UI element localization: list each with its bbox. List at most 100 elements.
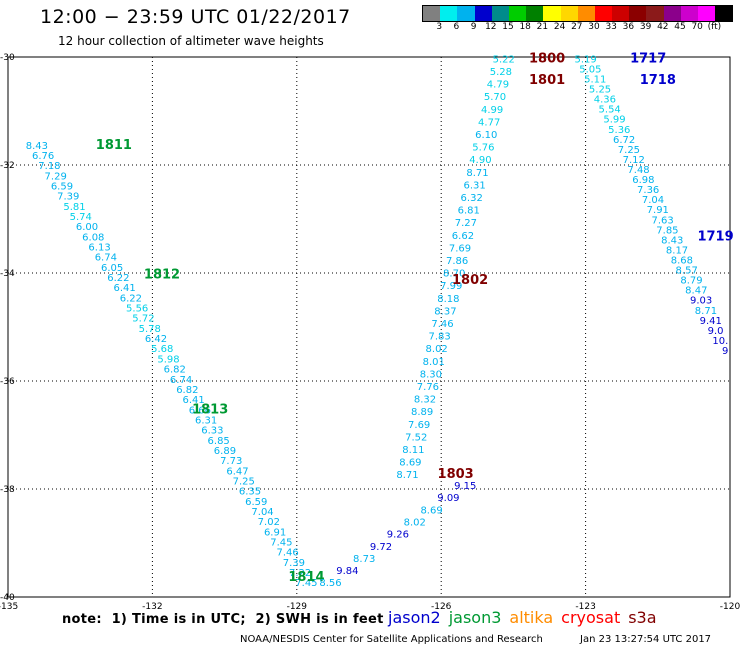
colorbar-swatch [663,6,681,21]
colorbar-label: 33 [605,22,617,32]
wave-height-value: 6.66 [189,405,211,416]
pass-time-label: 1717 [630,51,666,66]
pass-time-label: 1719 [697,230,733,245]
wave-height-value: 6.33 [201,426,223,437]
wave-height-value: 6.76 [32,151,54,162]
wave-height-value: 7.48 [627,165,649,176]
colorbar-label: 27 [571,22,583,32]
wave-height-value: 6.00 [76,222,98,233]
wave-height-value: 7.73 [220,456,242,467]
latitude-tick-label: -30 [0,53,15,63]
longitude-tick-label: -126 [431,602,452,612]
wave-height-value: 7.91 [647,205,669,216]
colorbar-label: 6 [453,22,460,32]
wave-height-value: 6.05 [101,263,123,274]
wave-height-value: 6.91 [264,527,286,538]
longitude-tick-label: -132 [142,602,162,612]
pass-time-label: 1812 [144,267,180,282]
pass-time-label: 1802 [452,273,488,288]
wave-height-value: 6.42 [145,334,167,345]
latitude-tick-label: -34 [0,269,15,279]
colorbar-label: 3 [436,22,443,32]
wave-height-value: 7.25 [618,145,640,156]
wave-height-value: 5.11 [584,75,606,86]
wave-height-value: 9.41 [700,316,722,327]
map-subtitle: 12 hour collection of altimeter wave hei… [58,34,324,48]
legend-entry-cryosat: cryosat [561,608,621,627]
wave-height-value: 7.46 [276,548,298,559]
wave-height-value: 7.04 [251,507,273,518]
colorbar-label: 21 [536,22,549,32]
wave-height-value: 8.37 [434,306,456,317]
pass-time-label: 1803 [438,467,474,482]
wave-height-value: 6.72 [613,135,635,146]
wave-height-value: 8.02 [404,517,426,528]
wave-height-value: 8.79 [680,276,702,287]
wave-height-value: 6.22 [107,273,129,284]
colorbar-label: 9 [470,22,477,32]
wave-height-value: 8.56 [319,578,341,589]
wave-height-value: 6.74 [95,253,117,264]
wave-height-value: 5.99 [603,115,625,126]
colorbar-swatch [715,6,733,21]
wave-height-value: 7.83 [428,332,450,343]
colorbar-swatch [629,6,647,21]
wave-height-value: 8.11 [402,445,424,456]
wave-height-value: 8.02 [426,344,448,355]
wave-height-value: 7.29 [45,171,67,182]
track-jason2: 5.195.055.115.254.365.545.995.366.727.25… [574,51,733,357]
wave-height-value: 8.43 [26,141,48,152]
wave-height-value: 6.98 [632,175,654,186]
wave-height-value: 6.85 [208,436,230,447]
wave-height-value: 6.89 [214,446,236,457]
wave-height-value: 7.69 [449,243,471,254]
generated-timestamp: Jan 23 13:27:54 UTC 2017 [580,634,712,645]
wave-height-value: 7.39 [57,192,79,203]
wave-height-value: 6.62 [452,231,474,242]
colorbar-swatch [526,6,544,21]
wave-height-value: 8.73 [353,554,375,565]
wave-height-value: 9 [722,346,728,357]
wave-height-value: 9.72 [370,542,392,553]
wave-height-value: 6.32 [461,193,483,204]
colorbar-swatch [543,6,561,21]
wave-height-value: 5.98 [157,354,179,365]
wave-height-value: 4.90 [469,155,491,166]
footer-note: note: 1) Time is in UTC; 2) SWH is in fe… [62,612,384,627]
wave-height-value: 8.69 [399,458,421,469]
wave-height-value: 8.68 [671,256,693,267]
latitude-tick-label: -32 [0,161,15,171]
wave-height-value: 5.19 [574,54,596,65]
longitude-tick-label: -129 [287,602,308,612]
wave-height-value: 5.22 [493,54,515,65]
wave-height-value: 7.85 [656,225,678,236]
wave-height-value: 7.46 [431,319,453,330]
pass-time-label: 1811 [96,138,132,153]
colorbar-swatch [457,6,475,21]
wave-height-value: 8.69 [420,505,442,516]
wave-height-value: 8.32 [414,395,436,406]
wave-height-value: 6.35 [239,487,261,498]
wave-height-value: 8.47 [685,286,707,297]
track-jason2: 8.569.848.739.729.26 8.028.699.099.15 [319,481,476,589]
wave-height-value: 6.59 [51,181,73,192]
wave-height-value: 6.59 [245,497,267,508]
colorbar-label: (ft) [707,22,722,32]
wave-height-value: 9.09 [437,493,459,504]
wave-height-value: 5.05 [579,64,601,75]
wave-height-value: 5.72 [132,314,154,325]
wave-height-value: 9.15 [454,481,476,492]
wave-height-value: 7.04 [642,195,664,206]
wave-height-value: 6.22 [120,293,142,304]
colorbar-label: 18 [519,22,531,32]
wave-height-value: 6.82 [164,365,186,376]
colorbar-swatch [680,6,698,21]
map-frame [7,56,731,598]
wave-height-value: 7.12 [623,155,645,166]
colorbar-swatch [474,6,492,21]
wave-height-value: 4.36 [594,95,616,106]
wave-height-value: 5.68 [151,344,173,355]
wave-height-value: 4.79 [487,80,509,91]
track-s3a: 8.718.698.117.527.698.898.327.768.308.01… [396,51,565,482]
wave-height-value: 8.71 [695,306,717,317]
